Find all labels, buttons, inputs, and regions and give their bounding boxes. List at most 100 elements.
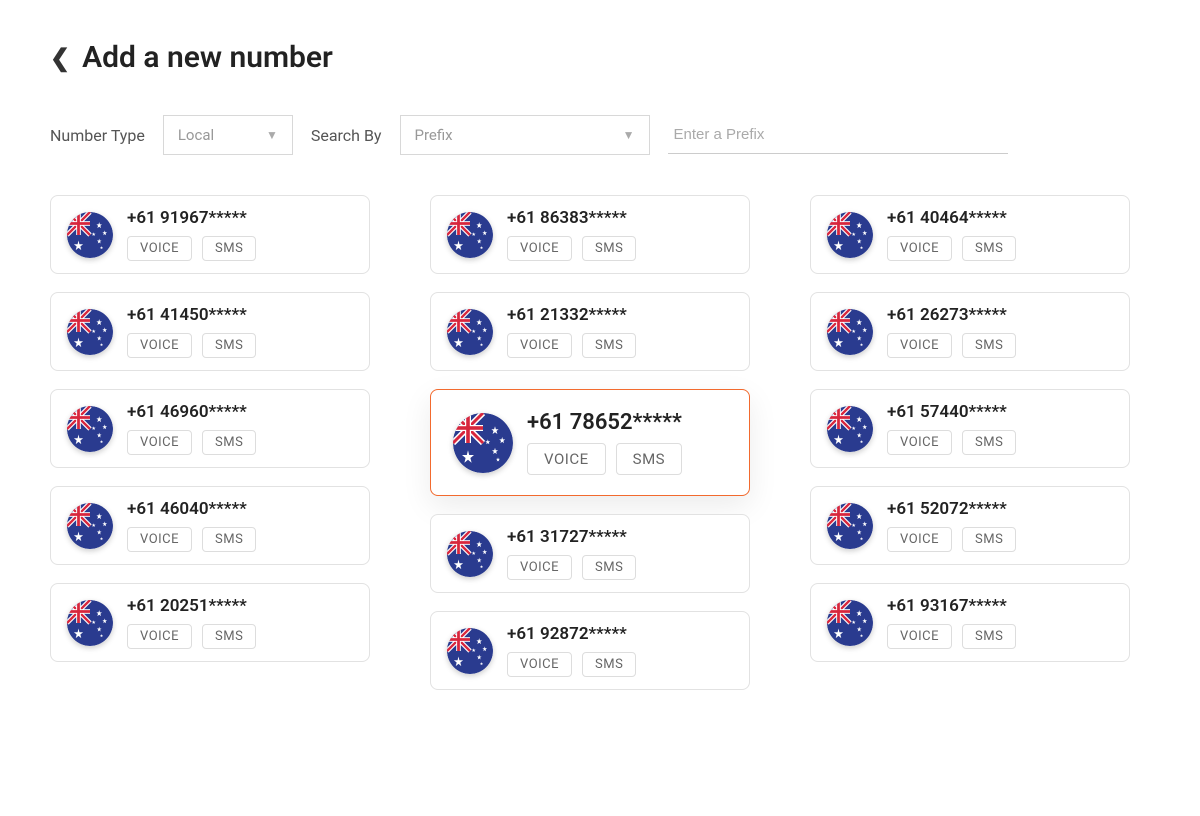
sms-badge: SMS xyxy=(962,333,1016,358)
filters-row: Number Type Local ▼ Search By Prefix ▼ xyxy=(50,115,1150,155)
voice-badge: VOICE xyxy=(507,236,572,261)
phone-number: +61 92872***** xyxy=(507,624,636,644)
capabilities-row: VOICESMS xyxy=(887,236,1016,261)
number-card-body: +61 46040*****VOICESMS xyxy=(127,499,256,552)
phone-number: +61 93167***** xyxy=(887,596,1016,616)
voice-badge: VOICE xyxy=(887,333,952,358)
voice-badge: VOICE xyxy=(887,527,952,552)
voice-badge: VOICE xyxy=(887,624,952,649)
search-by-select[interactable]: Prefix ▼ xyxy=(400,115,650,155)
phone-number: +61 20251***** xyxy=(127,596,256,616)
voice-badge: VOICE xyxy=(127,430,192,455)
sms-badge: SMS xyxy=(582,652,636,677)
sms-badge: SMS xyxy=(202,333,256,358)
number-type-value: Local xyxy=(178,126,214,144)
number-card[interactable]: +61 91967*****VOICESMS xyxy=(50,195,370,274)
chevron-down-icon: ▼ xyxy=(266,128,278,142)
number-card-body: +61 26273***** VOICE SMS xyxy=(887,305,1016,358)
phone-number: +61 31727***** xyxy=(507,527,636,547)
sms-badge: SMS xyxy=(962,624,1016,649)
number-card-body: +61 21332*****VOICESMS xyxy=(507,305,636,358)
australia-flag-icon xyxy=(67,600,113,646)
capabilities-row: VOICE SMS xyxy=(127,236,256,261)
capabilities-row: VOICE SMS xyxy=(127,430,256,455)
australia-flag-icon xyxy=(447,212,493,258)
capabilities-row: VOICE SMS xyxy=(127,333,256,358)
number-card[interactable]: +61 41450***** VOICE SMS xyxy=(50,292,370,371)
australia-flag-icon xyxy=(447,628,493,674)
number-type-label: Number Type xyxy=(50,126,145,145)
number-card-body: +61 46960***** VOICE SMS xyxy=(127,402,256,455)
australia-flag-icon xyxy=(827,600,873,646)
australia-flag-icon xyxy=(447,531,493,577)
number-card[interactable]: +61 93167***** VOICE SMS xyxy=(810,583,1130,662)
phone-number: +61 41450***** xyxy=(127,305,256,325)
australia-flag-icon xyxy=(67,309,113,355)
sms-badge: SMS xyxy=(582,555,636,580)
number-card-body: +61 57440***** VOICE SMS xyxy=(887,402,1016,455)
number-column: +61 91967*****VOICESMS +61 41450*****VOI… xyxy=(50,195,370,662)
number-type-select[interactable]: Local ▼ xyxy=(163,115,293,155)
australia-flag-icon xyxy=(453,413,513,473)
capabilities-row: VOICESMS xyxy=(887,527,1016,552)
phone-number: +61 52072***** xyxy=(887,499,1016,519)
number-column: +61 40464*****VOICESMS +61 26273***** VOI… xyxy=(810,195,1130,662)
australia-flag-icon xyxy=(827,309,873,355)
voice-badge: VOICE xyxy=(127,624,192,649)
voice-badge: VOICE xyxy=(887,430,952,455)
chevron-down-icon: ▼ xyxy=(623,128,635,142)
number-card-body: +61 86383*****VOICESMS xyxy=(507,208,636,261)
number-card-body: +61 31727***** VOICE SMS xyxy=(507,527,636,580)
australia-flag-icon xyxy=(827,406,873,452)
australia-flag-icon xyxy=(827,503,873,549)
voice-badge: VOICE xyxy=(127,236,192,261)
number-card-body: +61 93167***** VOICE SMS xyxy=(887,596,1016,649)
capabilities-row: VOICE SMS xyxy=(887,624,1016,649)
capabilities-row: VOICESMS xyxy=(507,333,636,358)
voice-badge: VOICE xyxy=(507,555,572,580)
number-card[interactable]: +61 40464*****VOICESMS xyxy=(810,195,1130,274)
search-by-label: Search By xyxy=(311,126,382,145)
number-card-body: +61 41450***** VOICE SMS xyxy=(127,305,256,358)
number-card-body: +61 92872***** VOICE SMS xyxy=(507,624,636,677)
number-card[interactable]: +61 46960***** VOICE SMS xyxy=(50,389,370,468)
number-card[interactable]: +61 86383*****VOICESMS xyxy=(430,195,750,274)
prefix-input[interactable] xyxy=(668,116,1008,154)
voice-badge: VOICE xyxy=(507,652,572,677)
back-icon[interactable]: ❮ xyxy=(50,44,70,72)
number-card-body: +61 52072***** VOICESMS xyxy=(887,499,1016,552)
sms-badge: SMS xyxy=(962,430,1016,455)
number-card[interactable]: +61 21332*****VOICESMS xyxy=(430,292,750,371)
number-card[interactable]: +61 26273***** VOICE SMS xyxy=(810,292,1130,371)
phone-number: +61 57440***** xyxy=(887,402,1016,422)
search-by-value: Prefix xyxy=(415,126,453,144)
capabilities-row: VOICESMS xyxy=(527,443,682,475)
number-card[interactable]: +61 52072***** VOICESMS xyxy=(810,486,1130,565)
number-card[interactable]: +61 46040*****VOICESMS xyxy=(50,486,370,565)
number-card[interactable]: +61 92872***** VOICE SMS xyxy=(430,611,750,690)
phone-number: +61 78652***** xyxy=(527,410,682,435)
capabilities-row: VOICE SMS xyxy=(507,555,636,580)
sms-badge: SMS xyxy=(202,527,256,552)
number-card[interactable]: +61 31727***** VOICE SMS xyxy=(430,514,750,593)
voice-badge: VOICE xyxy=(127,333,192,358)
voice-badge: VOICE xyxy=(127,527,192,552)
number-card[interactable]: +61 20251***** VOICE SMS xyxy=(50,583,370,662)
number-columns: +61 91967*****VOICESMS +61 41450*****VOI… xyxy=(50,195,1150,690)
number-card-body: +61 78652***** VOICESMS xyxy=(527,410,682,475)
sms-badge: SMS xyxy=(202,236,256,261)
phone-number: +61 46960***** xyxy=(127,402,256,422)
number-card-body: +61 91967*****VOICESMS xyxy=(127,208,256,261)
number-card[interactable]: +61 57440***** VOICE SMS xyxy=(810,389,1130,468)
capabilities-row: VOICESMS xyxy=(507,236,636,261)
sms-badge: SMS xyxy=(202,624,256,649)
page-title: Add a new number xyxy=(82,40,333,75)
sms-badge: SMS xyxy=(616,443,682,475)
number-card[interactable]: +61 78652***** VOICESMS xyxy=(430,389,750,496)
phone-number: +61 26273***** xyxy=(887,305,1016,325)
sms-badge: SMS xyxy=(582,333,636,358)
australia-flag-icon xyxy=(67,503,113,549)
capabilities-row: VOICE SMS xyxy=(887,333,1016,358)
capabilities-row: VOICE SMS xyxy=(887,430,1016,455)
sms-badge: SMS xyxy=(202,430,256,455)
